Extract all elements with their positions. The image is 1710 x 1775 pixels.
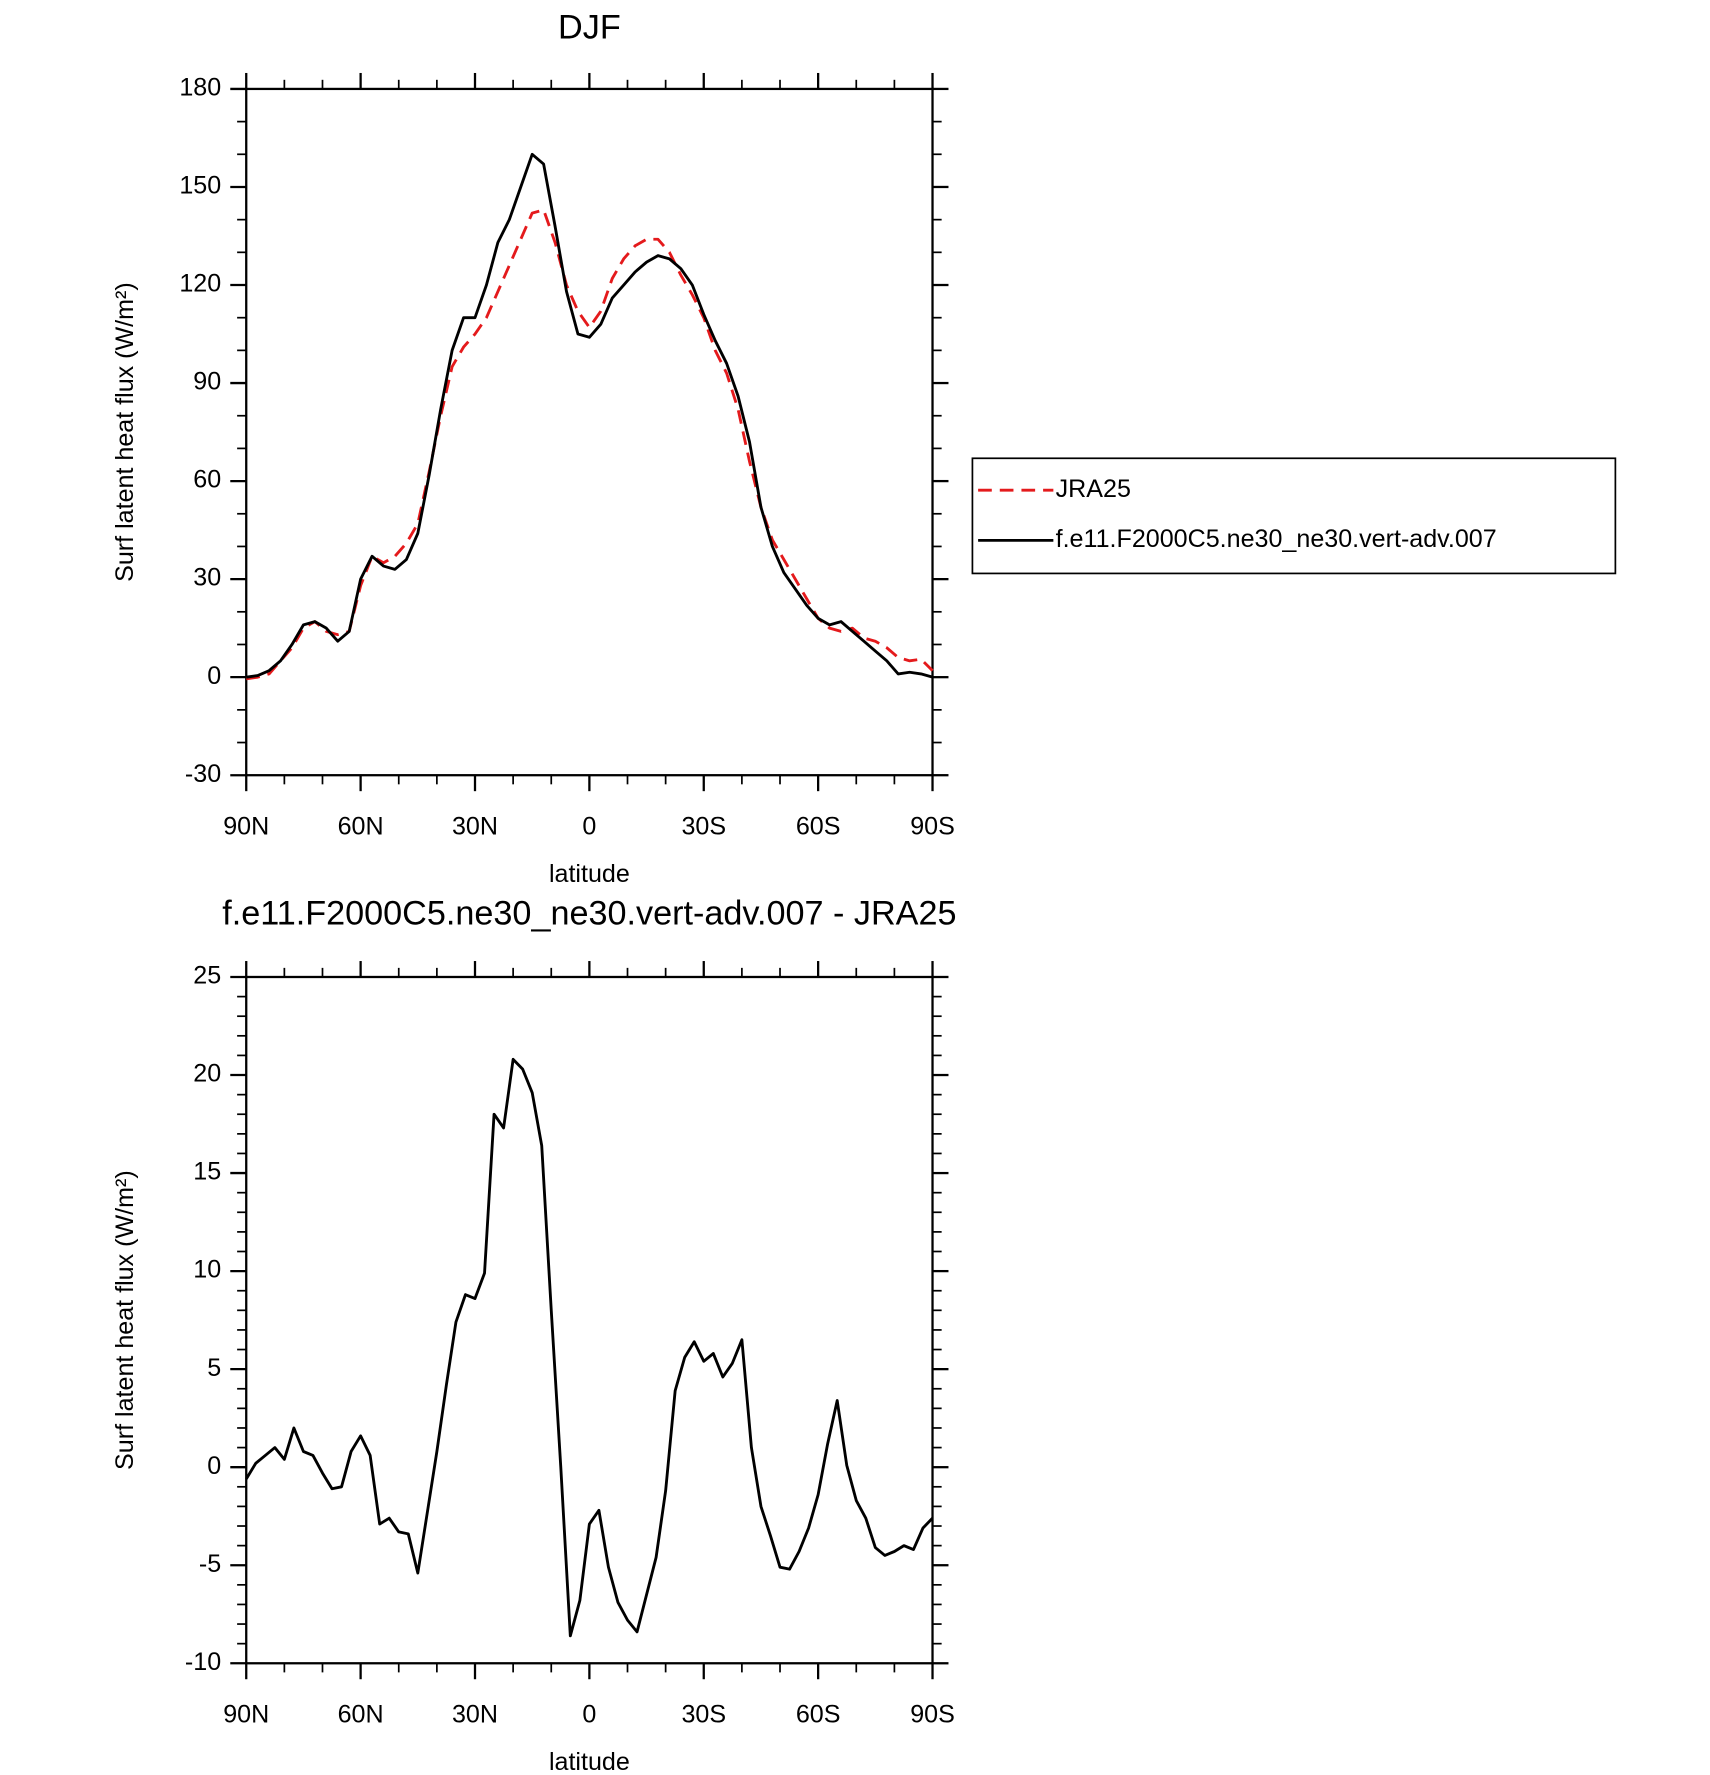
y-tick-label: 25 bbox=[193, 962, 221, 990]
y-tick-label: 5 bbox=[207, 1354, 221, 1382]
legend-label: JRA25 bbox=[1056, 475, 1131, 503]
chart-title: DJF bbox=[558, 9, 621, 47]
x-axis-label: latitude bbox=[549, 860, 630, 888]
y-tick-label: 90 bbox=[193, 368, 221, 396]
x-tick-label: 60N bbox=[338, 812, 384, 840]
y-tick-label: 120 bbox=[179, 270, 221, 298]
x-tick-label: 60N bbox=[338, 1700, 384, 1728]
x-tick-label: 0 bbox=[582, 1700, 596, 1728]
plot-frame bbox=[245, 975, 934, 1665]
y-tick-label: 60 bbox=[193, 466, 221, 494]
plot-frame bbox=[245, 87, 934, 777]
y-tick-label: -5 bbox=[199, 1550, 221, 1578]
x-tick-label: 30S bbox=[681, 812, 726, 840]
x-tick-label: 90S bbox=[910, 1700, 955, 1728]
y-axis-label: Surf latent heat flux (W/m²) bbox=[111, 1170, 139, 1470]
x-tick-label: 30N bbox=[452, 812, 498, 840]
y-tick-label: 180 bbox=[179, 74, 221, 102]
y-tick-label: -10 bbox=[185, 1648, 221, 1676]
data-line bbox=[246, 152, 933, 679]
y-tick-label: -30 bbox=[185, 760, 221, 788]
legend-box bbox=[971, 457, 1617, 575]
x-tick-label: 30S bbox=[681, 1700, 726, 1728]
y-tick-label: 30 bbox=[193, 564, 221, 592]
x-tick-label: 0 bbox=[582, 812, 596, 840]
legend-label: f.e11.F2000C5.ne30_ne30.vert-adv.007 bbox=[1056, 525, 1497, 553]
y-tick-label: 15 bbox=[193, 1158, 221, 1186]
x-axis-label: latitude bbox=[549, 1748, 630, 1775]
y-tick-label: 20 bbox=[193, 1060, 221, 1088]
x-tick-label: 30N bbox=[452, 1700, 498, 1728]
chart-title: f.e11.F2000C5.ne30_ne30.vert-adv.007 - J… bbox=[222, 894, 956, 932]
x-tick-label: 60S bbox=[796, 1700, 841, 1728]
y-tick-label: 0 bbox=[207, 662, 221, 690]
data-line bbox=[246, 208, 934, 681]
plot: f.e11.F2000C5.ne30_ne30.vert-adv.007 - J… bbox=[111, 894, 956, 1775]
x-tick-label: 90S bbox=[910, 812, 955, 840]
y-tick-label: 10 bbox=[193, 1256, 221, 1284]
data-line bbox=[245, 1057, 934, 1638]
legend: JRA25 f.e11.F2000C5.ne30_ne30.vert-adv.00… bbox=[971, 457, 1617, 575]
x-tick-label: 90N bbox=[223, 812, 269, 840]
plot: DJF latitude Surf latent heat flux (W/m²) -… bbox=[111, 9, 1617, 888]
x-tick-label: 90N bbox=[223, 1700, 269, 1728]
x-tick-label: 60S bbox=[796, 812, 841, 840]
y-tick-label: 0 bbox=[207, 1452, 221, 1480]
y-tick-label: 150 bbox=[179, 172, 221, 200]
y-axis-label: Surf latent heat flux (W/m²) bbox=[111, 282, 139, 582]
